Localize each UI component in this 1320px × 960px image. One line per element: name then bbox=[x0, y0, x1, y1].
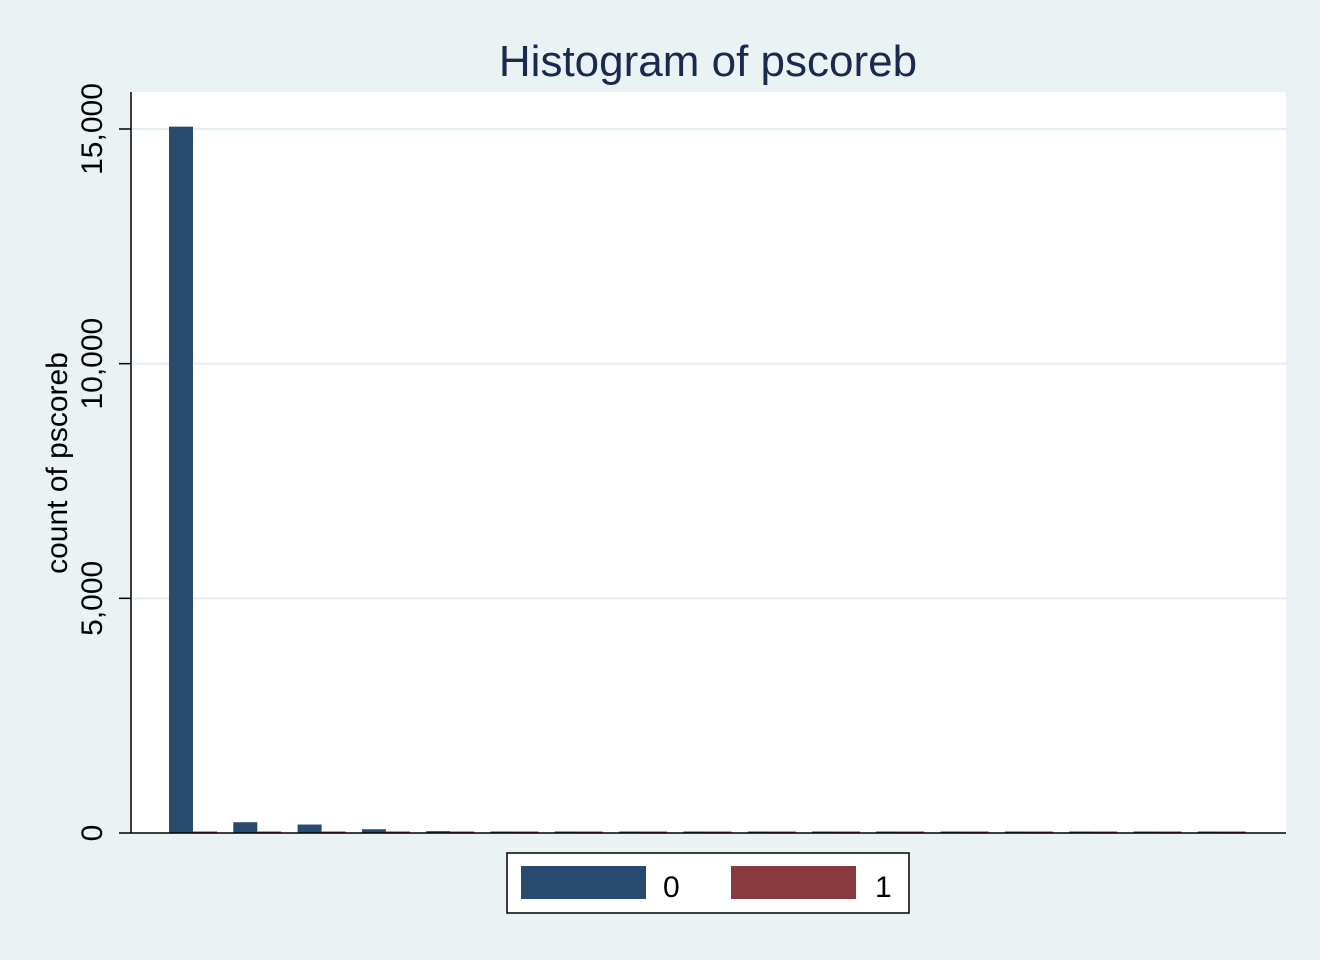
y-tick-label-3: 15,000 bbox=[76, 83, 109, 175]
chart-title: Histogram of pscoreb bbox=[499, 37, 917, 86]
legend-label-1: 1 bbox=[875, 871, 892, 904]
bar-series0-bin1 bbox=[233, 822, 258, 833]
legend-swatch-0 bbox=[521, 866, 646, 899]
bar-series0-bin2 bbox=[297, 824, 322, 833]
y-axis-label: count of pscoreb bbox=[41, 352, 74, 574]
y-tick-label-1: 5,000 bbox=[76, 561, 109, 636]
y-ticks: 0 5,000 10,000 15,000 bbox=[76, 83, 131, 841]
y-tick-label-0: 0 bbox=[76, 825, 109, 842]
bar-series0-bin0 bbox=[169, 126, 193, 833]
legend-swatch-1 bbox=[731, 866, 856, 899]
gridlines bbox=[131, 128, 1286, 600]
bar-series0-bin4 bbox=[426, 831, 451, 833]
legend: 0 1 bbox=[506, 852, 910, 914]
y-tick-label-2: 10,000 bbox=[76, 318, 109, 410]
legend-label-0: 0 bbox=[663, 871, 680, 904]
plot-area bbox=[131, 92, 1286, 833]
bar-series0-bin3 bbox=[361, 829, 386, 833]
